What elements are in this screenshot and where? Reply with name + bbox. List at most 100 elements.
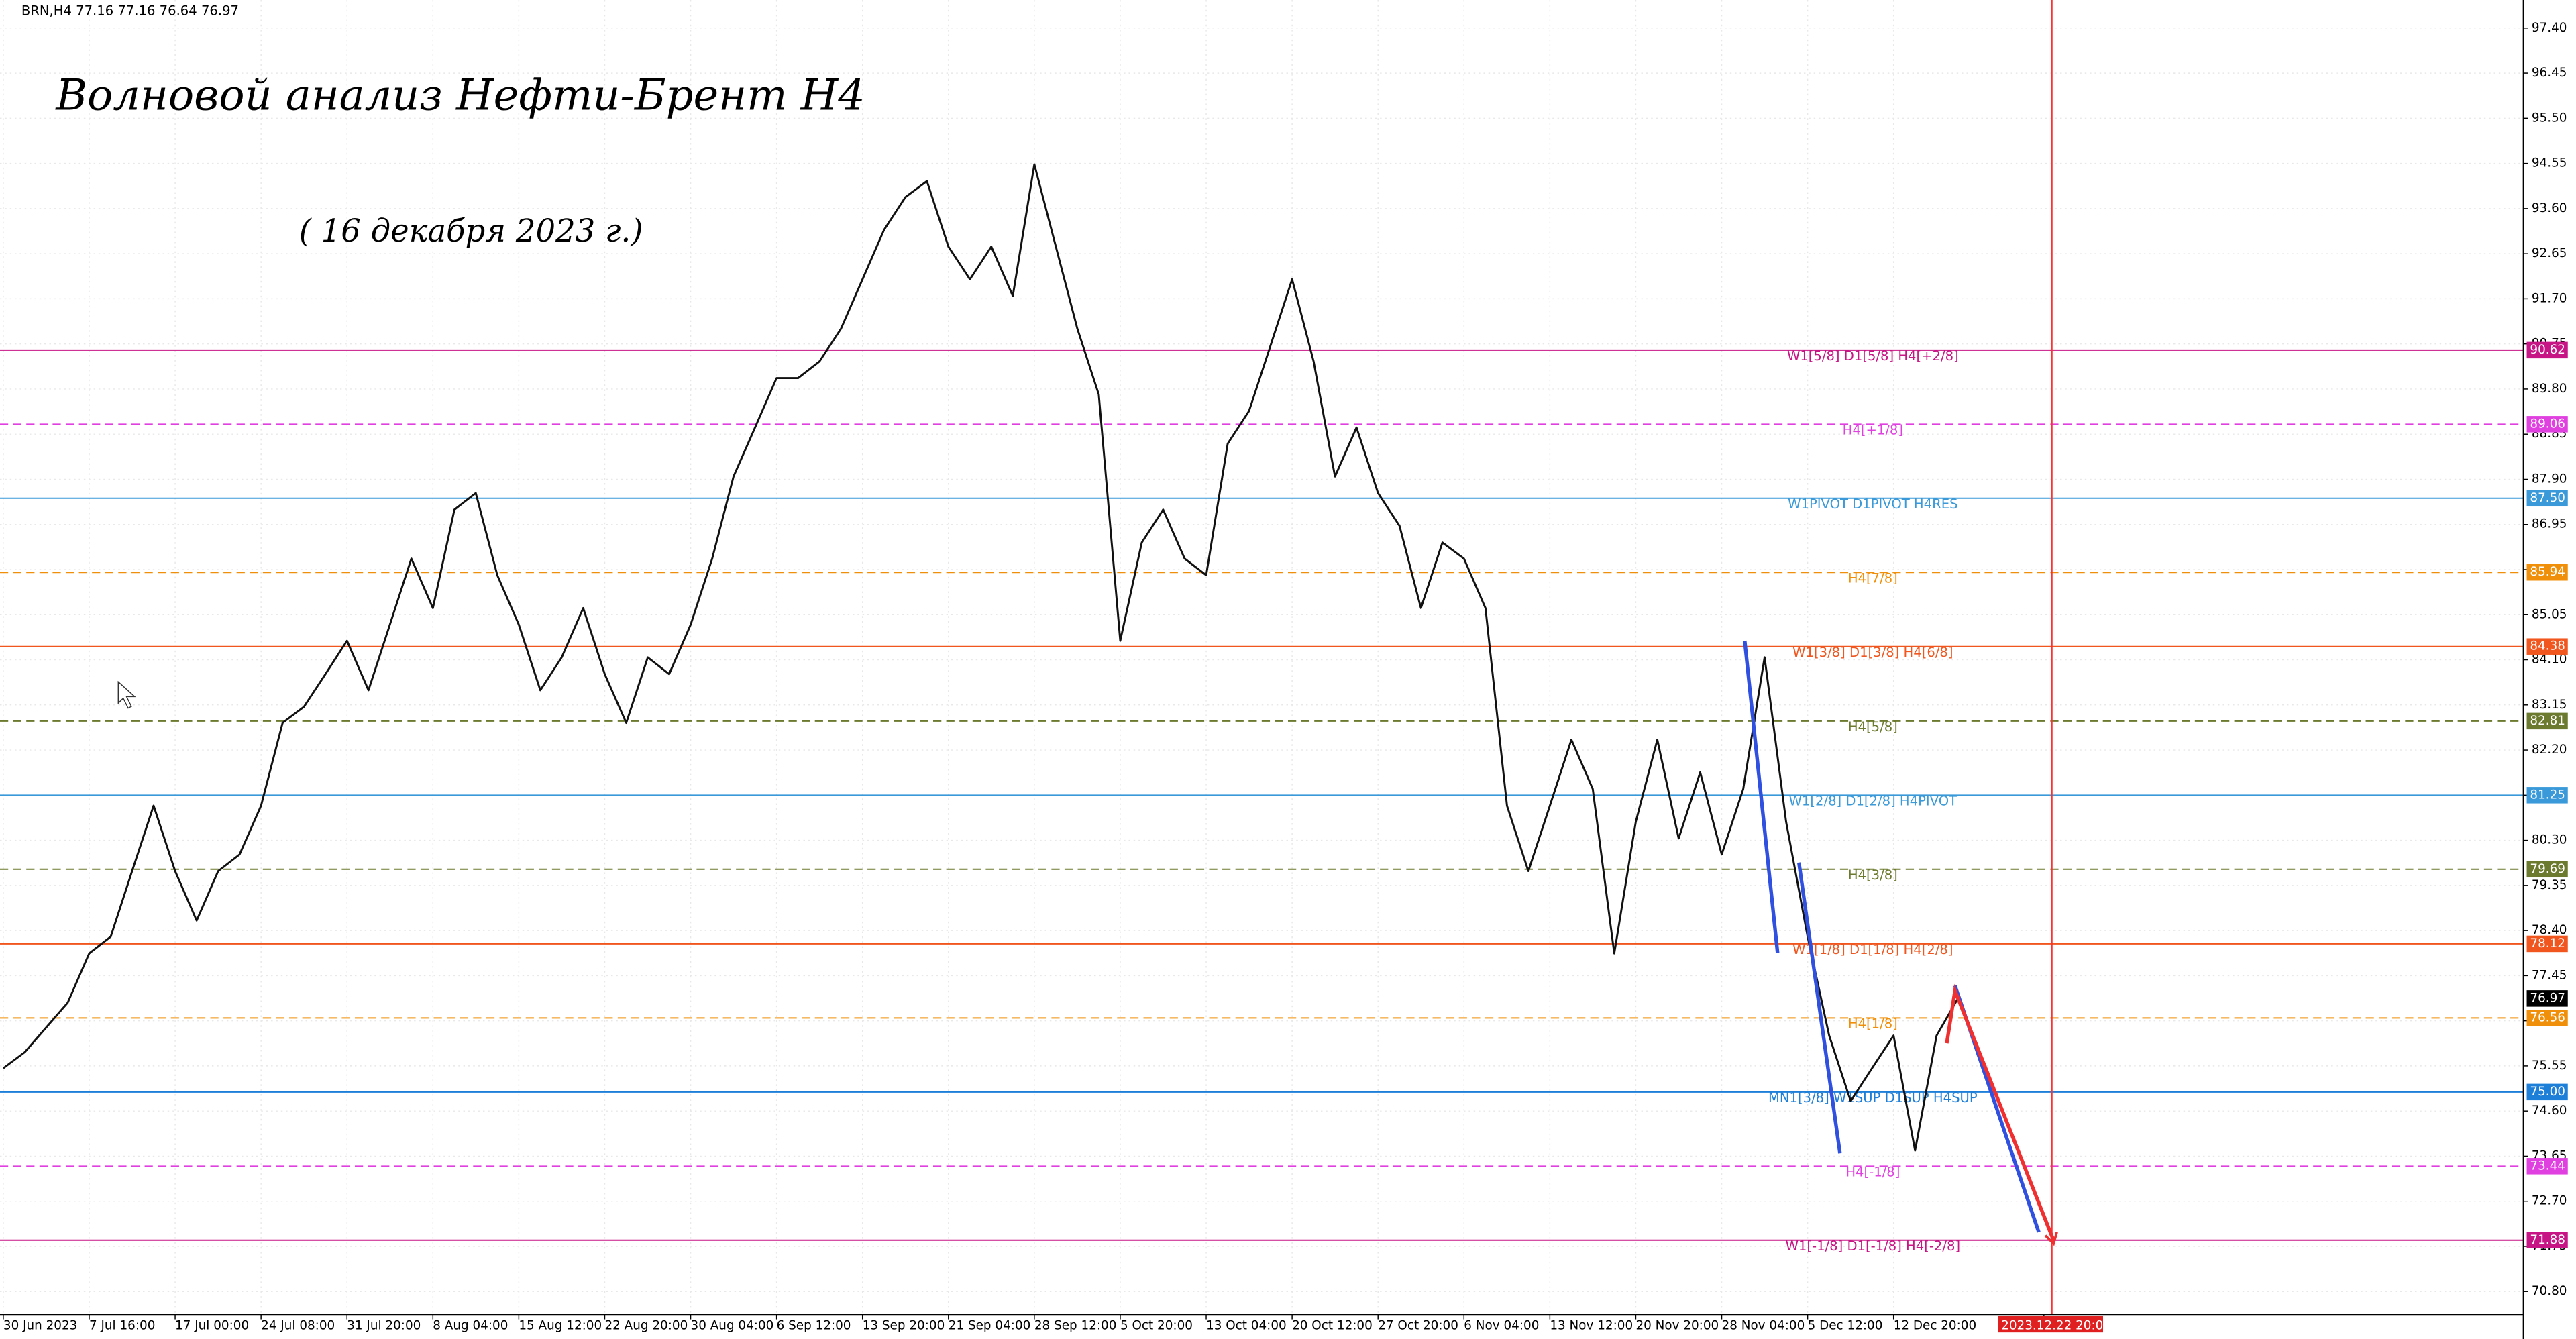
y-tick-label: 97.40 xyxy=(2532,21,2567,35)
level-value-box xyxy=(2526,1232,2568,1249)
level-value-box xyxy=(2526,490,2568,507)
x-tick-label: 6 Sep 12:00 xyxy=(777,1318,851,1332)
level-value-box xyxy=(2526,712,2568,730)
x-tick-label: 21 Sep 04:00 xyxy=(949,1318,1031,1332)
level-value: 85.94 xyxy=(2530,565,2565,579)
y-tick-label: 79.35 xyxy=(2532,878,2567,892)
y-tick-label: 95.50 xyxy=(2532,111,2567,125)
y-tick-label: 78.40 xyxy=(2532,923,2567,937)
level-label: H4[-1/8] xyxy=(1845,1165,1900,1180)
arrow-head xyxy=(2044,1232,2058,1246)
level-value: 73.44 xyxy=(2530,1159,2565,1173)
level-label: W1[2/8] D1[2/8] H4PIVOT xyxy=(1789,794,1958,809)
level-label: H4[7/8] xyxy=(1848,571,1898,586)
price-line xyxy=(3,163,1959,1152)
level-value: 84.38 xyxy=(2530,639,2565,653)
level-value: 82.81 xyxy=(2530,714,2565,728)
level-label: H4[1/8] xyxy=(1848,1016,1898,1032)
x-tick-label: 13 Oct 04:00 xyxy=(1206,1318,1287,1332)
x-tick-label: 20 Nov 20:00 xyxy=(1635,1318,1719,1332)
level-value-box xyxy=(2526,861,2568,878)
y-tick-label: 83.15 xyxy=(2532,698,2567,712)
x-tick-label: 27 Oct 20:00 xyxy=(1378,1318,1458,1332)
x-tick-label: 17 Jul 00:00 xyxy=(175,1318,249,1332)
axis-layer: 97.4096.4595.5094.5593.6092.6591.7090.75… xyxy=(3,21,2568,1333)
level-value-box xyxy=(2526,564,2568,581)
y-tick-label: 80.30 xyxy=(2532,833,2567,847)
y-tick-label: 91.70 xyxy=(2532,291,2567,305)
y-tick-label: 84.10 xyxy=(2532,653,2567,667)
wave-arrow-red xyxy=(1945,983,2055,1242)
y-tick-label: 75.55 xyxy=(2532,1059,2567,1073)
level-label: H4[+1/8] xyxy=(1843,423,1903,438)
current-price: 76.97 xyxy=(2530,991,2565,1005)
y-tick-label: 72.70 xyxy=(2532,1194,2567,1208)
y-tick-label: 82.20 xyxy=(2532,743,2567,757)
x-tick-label: 13 Sep 20:00 xyxy=(863,1318,945,1332)
y-tick-label: 93.60 xyxy=(2532,201,2567,215)
x-tick-label: 28 Sep 12:00 xyxy=(1034,1318,1117,1332)
x-tick-label: 5 Dec 12:00 xyxy=(1808,1318,1883,1332)
x-tick-label: 15 Aug 12:00 xyxy=(519,1318,602,1332)
level-value-box xyxy=(2526,1010,2568,1026)
x-tick-label: 20 Oct 12:00 xyxy=(1292,1318,1373,1332)
x-tick-label: 6 Nov 04:00 xyxy=(1464,1318,1539,1332)
y-tick-label: 94.55 xyxy=(2532,156,2567,170)
level-value: 75.00 xyxy=(2530,1085,2565,1099)
y-tick-label: 74.60 xyxy=(2532,1104,2567,1118)
x-tick-label: 8 Aug 04:00 xyxy=(433,1318,508,1332)
x-tick-label: 30 Aug 04:00 xyxy=(691,1318,774,1332)
x-tick-label: 7 Jul 16:00 xyxy=(89,1318,155,1332)
y-tick-label: 96.45 xyxy=(2532,66,2567,80)
title: Волновой анализ Нефти-Брент H4 xyxy=(55,70,865,120)
level-value: 81.25 xyxy=(2530,788,2565,802)
header: BRN,H4 77.16 77.16 76.64 76.97 xyxy=(21,3,239,19)
level-label: H4[5/8] xyxy=(1848,719,1898,735)
x-tick-label: 28 Nov 04:00 xyxy=(1722,1318,1805,1332)
x-tick-label: 22 Aug 20:00 xyxy=(604,1318,688,1332)
level-label: W1[3/8] D1[3/8] H4[6/8] xyxy=(1792,645,1953,660)
y-tick-label: 77.45 xyxy=(2532,968,2567,982)
cursor xyxy=(117,680,136,709)
level-value-box xyxy=(2526,1158,2568,1175)
x-label-box xyxy=(1998,1316,2103,1333)
level-value: 76.56 xyxy=(2530,1010,2565,1024)
level-value: 78.12 xyxy=(2530,936,2565,951)
level-value-box xyxy=(2526,341,2568,359)
level-label: W1[5/8] D1[5/8] H4[+2/8] xyxy=(1787,348,1959,364)
current-price-box xyxy=(2526,990,2568,1007)
level-label: W1PIVOT D1PIVOT H4RES xyxy=(1788,496,1957,512)
grid-layer xyxy=(0,0,2524,1315)
level-value: 87.50 xyxy=(2530,491,2565,505)
y-tick-label: 89.80 xyxy=(2532,382,2567,396)
level-value: 90.62 xyxy=(2530,343,2565,357)
y-tick-label: 85.05 xyxy=(2532,607,2567,621)
level-value: 71.88 xyxy=(2530,1233,2565,1247)
level-value-box xyxy=(2526,416,2568,433)
x-tick-label: 30 Jun 2023 xyxy=(3,1318,77,1332)
y-tick-label: 86.95 xyxy=(2532,517,2567,531)
x-tick-label: 24 Jul 08:00 xyxy=(261,1318,335,1332)
level-value: 89.06 xyxy=(2530,417,2565,431)
y-tick-label: 87.90 xyxy=(2532,472,2567,486)
x-tick-label: 5 Oct 20:00 xyxy=(1120,1318,1193,1332)
x-tick-label: 13 Nov 12:00 xyxy=(1550,1318,1633,1332)
x-tick-label: 2023.12.22 20:00 xyxy=(2001,1318,2111,1332)
level-label: W1[1/8] D1[1/8] H4[2/8] xyxy=(1792,942,1953,957)
y-tick-label: 92.65 xyxy=(2532,246,2567,260)
level-value-box xyxy=(2526,638,2568,655)
price-layer xyxy=(3,163,1959,1152)
level-value-box xyxy=(2526,935,2568,953)
subtitle: ( 16 декабря 2023 г.) xyxy=(299,213,643,249)
level-label: H4[3/8] xyxy=(1848,867,1898,883)
y-tick-label: 70.80 xyxy=(2532,1284,2567,1298)
level-value-box xyxy=(2526,787,2568,804)
level-value-box xyxy=(2526,1083,2568,1101)
level-label: MN1[3/8] W1SUP D1SUP H4SUP xyxy=(1768,1090,1978,1106)
x-tick-label: 12 Dec 20:00 xyxy=(1894,1318,1976,1332)
level-label: W1[-1/8] D1[-1/8] H4[-2/8] xyxy=(1786,1238,1961,1254)
levels-layer: W1[5/8] D1[5/8] H4[+2/8] H4[+1/8] W1PIVOT … xyxy=(0,348,2524,1254)
x-tick-label: 31 Jul 20:00 xyxy=(347,1318,421,1332)
